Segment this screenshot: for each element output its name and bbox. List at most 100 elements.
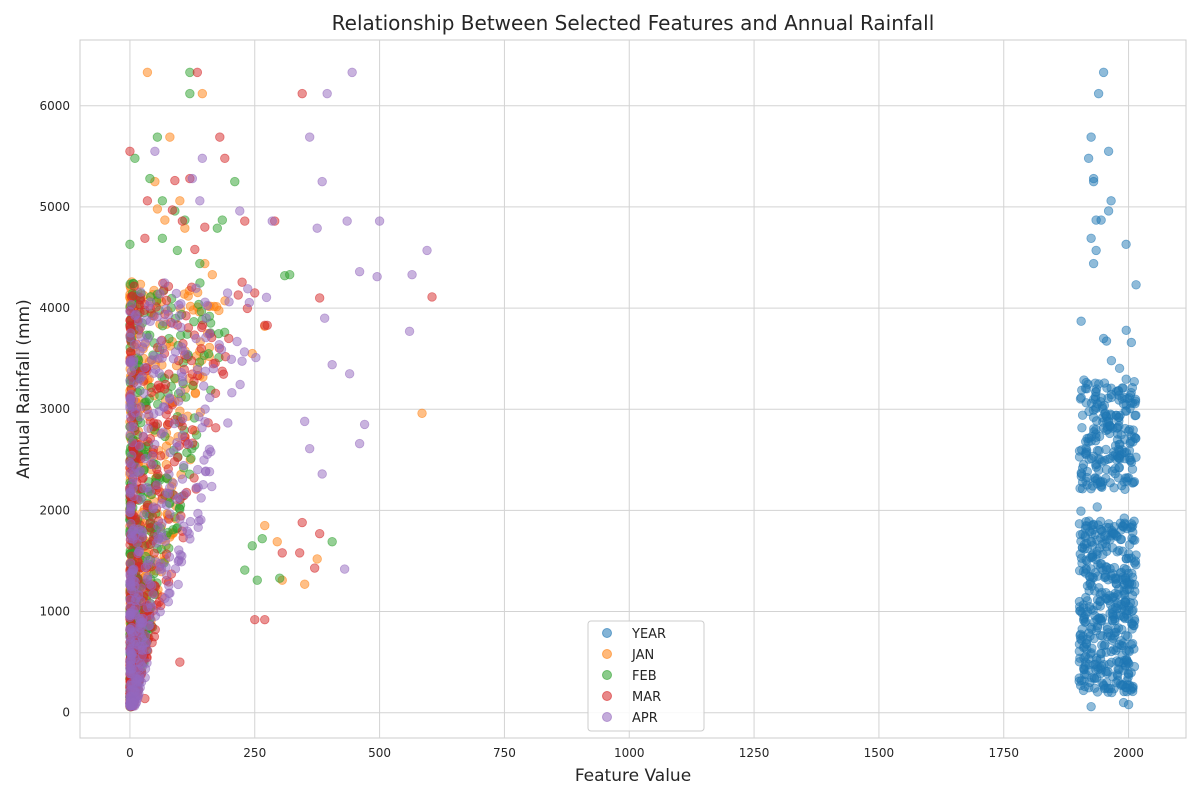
- point-mar: [297, 517, 307, 528]
- point-year: [1105, 421, 1115, 431]
- point-jan: [160, 215, 170, 225]
- point-year: [1114, 657, 1124, 668]
- point-apr: [168, 318, 178, 329]
- point-year: [1091, 462, 1102, 472]
- point-mar: [142, 196, 153, 206]
- point-jan: [152, 204, 163, 214]
- x-tick-label: 2000: [1113, 746, 1144, 760]
- point-apr: [163, 309, 174, 320]
- point-year: [1115, 410, 1125, 421]
- point-apr: [174, 545, 184, 555]
- point-apr: [204, 444, 215, 454]
- point-year: [1124, 540, 1135, 550]
- point-year: [1091, 215, 1101, 225]
- point-year: [1097, 631, 1108, 641]
- point-apr: [354, 266, 365, 277]
- point-year: [1090, 391, 1101, 402]
- point-apr: [177, 430, 188, 441]
- point-feb: [285, 269, 295, 280]
- point-year: [1127, 624, 1137, 634]
- point-feb: [212, 223, 223, 233]
- point-mar: [309, 563, 320, 573]
- point-feb: [189, 316, 199, 327]
- point-apr: [165, 509, 175, 519]
- point-apr: [208, 363, 219, 374]
- point-apr: [140, 453, 150, 464]
- point-apr: [422, 245, 432, 256]
- point-apr: [235, 206, 245, 216]
- point-year: [1110, 463, 1120, 474]
- point-apr: [191, 283, 201, 293]
- point-apr: [165, 447, 175, 458]
- point-year: [1111, 645, 1121, 656]
- point-apr: [144, 409, 154, 420]
- point-year: [1084, 683, 1094, 693]
- point-jan: [175, 196, 185, 206]
- point-apr: [137, 527, 148, 537]
- point-apr: [125, 666, 136, 677]
- point-apr: [169, 418, 179, 429]
- point-apr: [164, 469, 174, 480]
- point-apr: [138, 613, 148, 624]
- point-year: [1128, 681, 1138, 692]
- point-mar: [211, 423, 221, 433]
- point-apr: [239, 347, 250, 357]
- point-year: [1075, 394, 1086, 404]
- point-year: [1094, 446, 1104, 456]
- point-apr: [157, 518, 167, 528]
- point-apr: [176, 322, 186, 332]
- point-apr: [178, 376, 188, 387]
- point-apr: [304, 443, 315, 454]
- legend-marker-year: [602, 628, 612, 638]
- point-year: [1127, 638, 1138, 649]
- point-apr: [344, 369, 355, 379]
- axis-ticks: 0 250 500 750 1000 1250 1500 1750 2000 0 1000 2000 3…: [39, 99, 1143, 760]
- point-apr: [176, 368, 187, 378]
- point-apr: [226, 354, 237, 364]
- point-year: [1082, 433, 1092, 444]
- point-apr: [327, 360, 337, 370]
- point-year: [1112, 422, 1123, 433]
- point-apr: [222, 288, 233, 298]
- point-feb: [168, 525, 178, 535]
- point-apr: [157, 498, 167, 509]
- point-apr: [193, 464, 203, 475]
- point-year: [1090, 378, 1100, 388]
- point-apr: [172, 442, 182, 452]
- y-tick-label: 3000: [39, 402, 70, 416]
- point-apr: [164, 588, 174, 598]
- point-mar: [169, 457, 180, 467]
- point-feb: [230, 176, 240, 187]
- point-year: [1093, 520, 1103, 530]
- point-apr: [145, 297, 156, 307]
- point-apr: [164, 483, 175, 493]
- point-feb: [203, 349, 214, 359]
- point-apr: [243, 284, 253, 294]
- point-year: [1123, 553, 1134, 563]
- point-apr: [195, 196, 205, 206]
- point-apr: [205, 392, 215, 403]
- point-year: [1107, 604, 1118, 614]
- point-apr: [127, 568, 138, 578]
- point-year: [1129, 516, 1139, 526]
- point-apr: [158, 402, 169, 412]
- point-apr: [404, 326, 415, 337]
- point-year: [1098, 67, 1109, 78]
- point-mar: [197, 322, 207, 333]
- point-jan: [272, 537, 282, 547]
- data-points: [125, 67, 1141, 712]
- point-apr: [372, 272, 382, 282]
- point-year: [1106, 355, 1117, 366]
- point-mar: [129, 281, 139, 291]
- point-year: [1098, 333, 1109, 344]
- point-year: [1091, 416, 1102, 426]
- point-mar: [277, 548, 287, 558]
- point-apr: [223, 418, 233, 428]
- point-apr: [200, 366, 211, 377]
- point-apr: [237, 356, 247, 366]
- point-mar: [250, 614, 260, 625]
- point-year: [1117, 680, 1128, 690]
- point-year: [1086, 701, 1096, 712]
- point-year: [1080, 661, 1090, 671]
- point-year: [1089, 617, 1099, 627]
